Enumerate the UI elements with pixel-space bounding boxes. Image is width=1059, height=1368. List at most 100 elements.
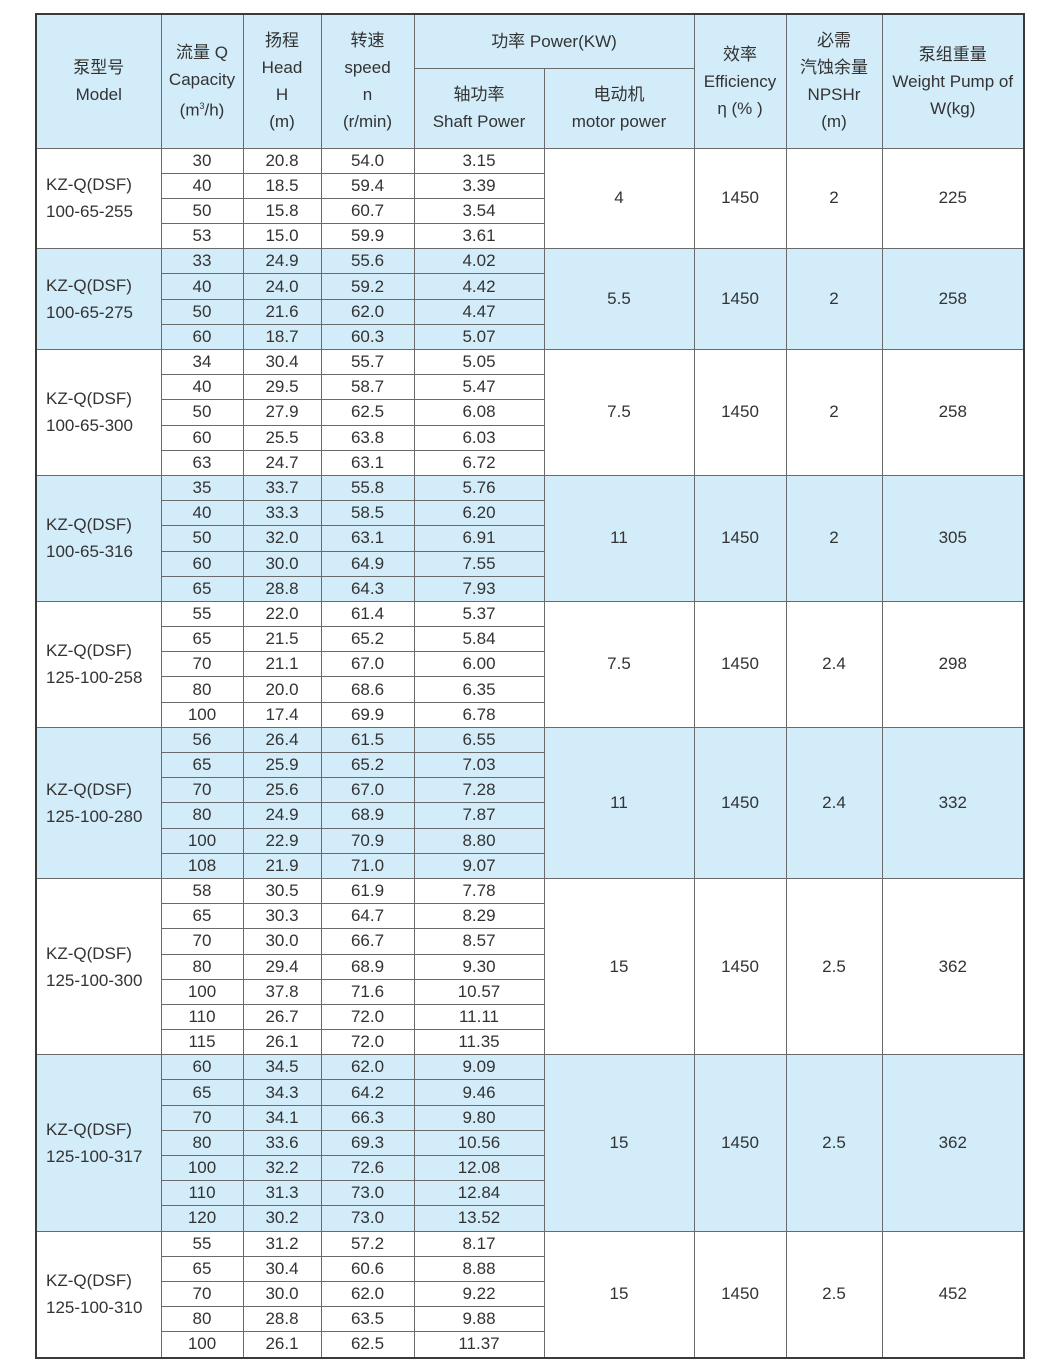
table-row: 80 24.9 68.9 7.87 [36,802,1024,829]
speed-cell: 54.0 [320,147,415,174]
head-cell: 34.3 [242,1079,322,1106]
head-cell: 26.4 [242,726,322,754]
motor-power-cell: 4 [543,147,695,250]
speed-cell: 65.2 [320,751,415,779]
model-cell: KZ-Q(DSF) 125-100-310 [35,1230,162,1359]
capacity-cell: 70 [160,651,244,678]
head-cell: 24.0 [242,273,322,300]
speed-cell: 70.9 [320,827,415,854]
shaft-power-cell: 8.80 [413,827,545,854]
table-row: 100 37.8 71.6 10.57 [36,978,1024,1005]
model-cell: KZ-Q(DSF) 100-65-300 [35,349,162,476]
capacity-cell: 58 [160,877,244,905]
head-cell: 29.4 [242,953,322,980]
head-cell: 30.5 [242,877,322,905]
table-row: 110 26.7 72.0 11.11 [36,1003,1024,1031]
efficiency-cell: 1450 [693,474,787,602]
head-cell: 32.2 [242,1154,322,1182]
head-cell: 15.8 [242,197,322,225]
table-row: 110 31.3 73.0 12.84 [36,1180,1024,1207]
head-cell: 30.3 [242,903,322,930]
motor-power-cell: 7.5 [543,349,695,476]
weight-cell: 362 [881,1054,1025,1232]
head-cell: 29.5 [242,374,322,401]
shaft-power-cell: 6.20 [413,500,545,527]
speed-cell: 61.4 [320,600,415,628]
npshr-cell: 2 [785,474,883,602]
capacity-cell: 110 [160,1003,244,1031]
capacity-cell: 60 [160,323,244,351]
speed-cell: 62.0 [320,1280,415,1308]
efficiency-cell: 1450 [693,1054,787,1232]
table-row: KZ-Q(DSF) 125-100-300 58 30.5 61.9 7.78 15 1450… [35,877,1025,1056]
shaft-power-cell: 9.07 [413,852,545,879]
speed-cell: 62.5 [320,1331,415,1358]
capacity-cell: 100 [160,1331,244,1358]
head-cell: 30.2 [242,1205,322,1232]
table-row: 40 33.3 58.5 6.20 [36,500,1024,527]
head-cell: 26.7 [242,1003,322,1031]
table-row: 50 15.8 60.7 3.54 [36,197,1024,225]
shaft-power-cell: 5.07 [413,323,545,351]
table-row: KZ-Q(DSF) 125-100-280 56 26.4 61.5 6.55 11 1450… [35,726,1025,879]
head-cell: 21.5 [242,626,322,653]
capacity-cell: 50 [160,197,244,225]
shaft-power-cell: 7.55 [413,550,545,577]
speed-cell: 58.5 [320,500,415,527]
head-cell: 26.1 [242,1331,322,1358]
weight-cell: 305 [881,474,1025,602]
capacity-cell: 50 [160,298,244,325]
head-cell: 18.5 [242,172,322,199]
table-row: 50 32.0 63.1 6.91 [36,525,1024,552]
shaft-power-cell: 7.78 [413,877,545,905]
head-cell: 25.5 [242,424,322,451]
capacity-cell: 30 [160,147,244,174]
head-cell: 24.9 [242,802,322,829]
shaft-power-cell: 5.84 [413,626,545,653]
head-cell: 30.0 [242,1280,322,1308]
table-row: 80 28.8 63.5 9.88 [36,1306,1024,1333]
motor-power-cell: 11 [543,726,695,879]
header-capacity: 流量 Q Capacity (m3/h) [160,13,244,149]
model-cell: KZ-Q(DSF) 100-65-316 [35,474,162,602]
head-cell: 28.8 [242,1306,322,1333]
head-cell: 31.2 [242,1230,322,1257]
table-row: 115 26.1 72.0 11.35 [36,1029,1024,1056]
table-row: 80 29.4 68.9 9.30 [36,953,1024,980]
table-row: 65 21.5 65.2 5.84 [36,626,1024,653]
weight-cell: 258 [881,248,1025,350]
header-head: 扬程 Head H (m) [242,13,322,149]
speed-cell: 71.6 [320,978,415,1005]
capacity-cell: 80 [160,676,244,703]
table-row: 65 34.3 64.2 9.46 [36,1079,1024,1106]
shaft-power-cell: 6.55 [413,726,545,754]
table-row: 60 30.0 64.9 7.55 [36,550,1024,577]
capacity-cell: 70 [160,777,244,804]
capacity-cell: 70 [160,1104,244,1131]
head-cell: 33.7 [242,474,322,502]
speed-cell: 64.9 [320,550,415,577]
capacity-cell: 33 [160,248,244,275]
speed-cell: 73.0 [320,1180,415,1207]
speed-cell: 68.9 [320,802,415,829]
efficiency-cell: 1450 [693,248,787,350]
head-cell: 31.3 [242,1180,322,1207]
shaft-power-cell: 5.37 [413,600,545,628]
head-cell: 21.6 [242,298,322,325]
shaft-power-cell: 10.57 [413,978,545,1005]
efficiency-cell: 1450 [693,1230,787,1359]
capacity-cell: 50 [160,399,244,426]
capacity-cell: 55 [160,600,244,628]
table-row: 120 30.2 73.0 13.52 [36,1205,1024,1232]
speed-cell: 59.9 [320,223,415,250]
table-row: 70 34.1 66.3 9.80 [36,1104,1024,1131]
shaft-power-cell: 5.05 [413,348,545,376]
table-header: 泵型号 Model 流量 Q Capacity (m3/h) 扬程 Head H (m) 转… [35,13,1025,149]
shaft-power-cell: 3.61 [413,223,545,250]
shaft-power-cell: 6.91 [413,525,545,552]
motor-power-cell: 11 [543,474,695,602]
model-cell: KZ-Q(DSF) 100-65-255 [35,147,162,250]
head-cell: 18.7 [242,323,322,351]
speed-cell: 63.1 [320,525,415,552]
table-row: 100 26.1 62.5 11.37 [36,1331,1024,1358]
